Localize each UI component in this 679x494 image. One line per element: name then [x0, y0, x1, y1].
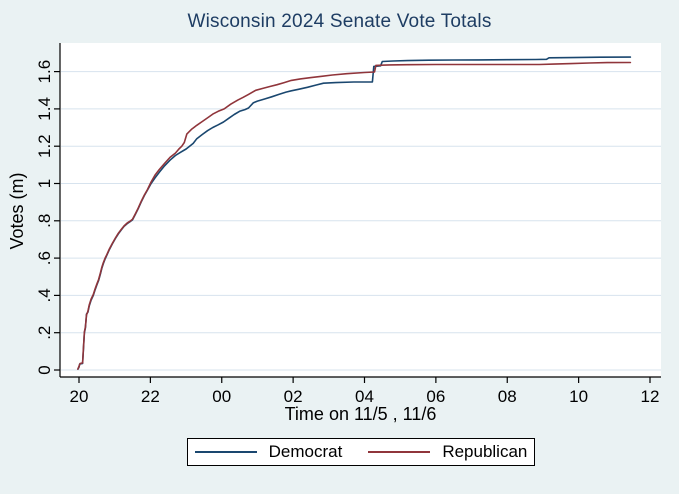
legend-label-democrat: Democrat: [268, 442, 343, 461]
legend: Democrat Republican: [187, 438, 535, 466]
plot-background: [60, 43, 661, 377]
legend-entry-democrat: Democrat: [194, 442, 343, 462]
y-tick-label: 1: [35, 179, 54, 188]
x-tick-label: 20: [70, 387, 89, 406]
y-tick-label: .8: [35, 214, 54, 228]
x-tick-label: 04: [355, 387, 374, 406]
democrat-line-swatch: [194, 451, 257, 453]
y-axis-label: Votes (m): [7, 172, 27, 250]
republican-line: [77, 61, 632, 370]
y-tick-label: 1.4: [35, 97, 54, 121]
chart-title: Wisconsin 2024 Senate Vote Totals: [187, 11, 492, 32]
x-tick-label: 10: [569, 387, 588, 406]
y-tick-label: 1.6: [35, 60, 54, 84]
republican-line-swatch: [368, 451, 431, 453]
x-tick-label: 02: [284, 387, 303, 406]
x-tick-label: 22: [141, 387, 160, 406]
x-tick-label: 12: [641, 387, 660, 406]
y-tick-label: 0: [35, 365, 54, 374]
y-tick-label: .6: [35, 251, 54, 265]
legend-label-republican: Republican: [442, 442, 528, 461]
x-tick-label: 08: [498, 387, 517, 406]
y-tick-label: .2: [35, 326, 54, 340]
y-tick-label: 1.2: [35, 134, 54, 158]
legend-entry-republican: Republican: [368, 442, 527, 462]
x-axis-label: Time on 11/5 , 11/6: [284, 404, 437, 424]
y-tick-label: .4: [35, 288, 54, 302]
x-tick-label: 06: [426, 387, 445, 406]
x-tick-label: 00: [212, 387, 231, 406]
